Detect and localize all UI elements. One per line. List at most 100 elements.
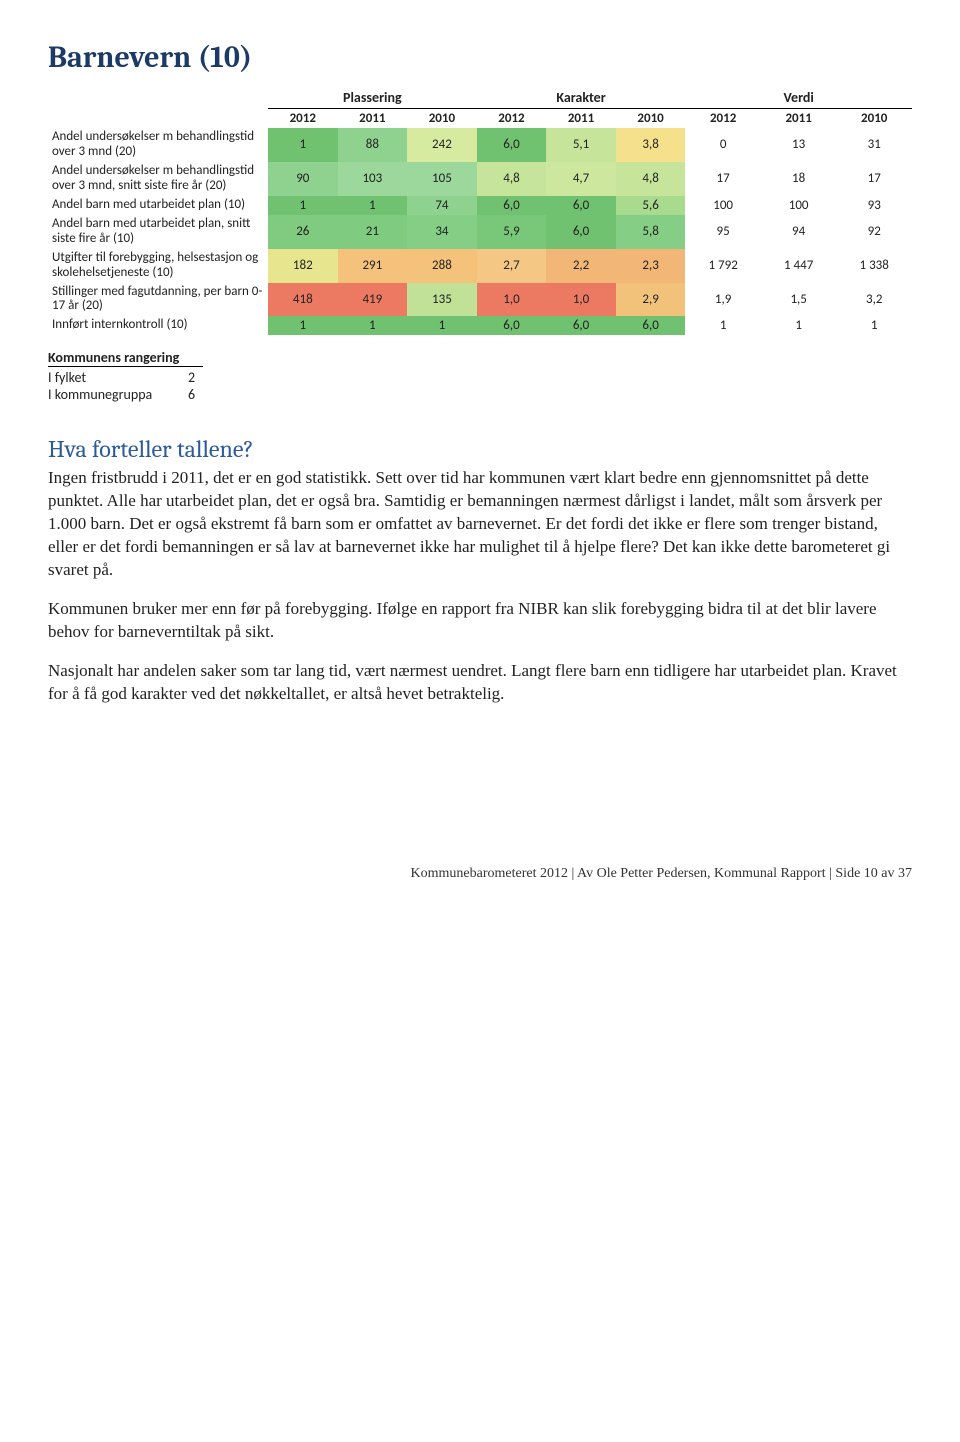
data-cell: 1 447 (761, 249, 837, 283)
data-cell: 2,7 (477, 249, 547, 283)
year-header: 2010 (616, 109, 686, 129)
analysis-paragraph: Nasjonalt har andelen saker som tar lang… (48, 660, 912, 706)
data-cell: 90 (268, 162, 338, 196)
data-cell: 1 (268, 128, 338, 162)
data-cell: 1 (268, 196, 338, 215)
ranking-label: I fylket (48, 369, 188, 386)
year-header: 2010 (836, 109, 912, 129)
ranking-value: 2 (188, 369, 195, 386)
data-cell: 4,7 (546, 162, 616, 196)
data-cell: 1 792 (685, 249, 761, 283)
data-cell: 1,0 (477, 283, 547, 317)
data-cell: 6,0 (546, 196, 616, 215)
group-header: Karakter (477, 87, 686, 109)
year-header: 2012 (477, 109, 547, 129)
data-cell: 17 (685, 162, 761, 196)
data-cell: 31 (836, 128, 912, 162)
data-cell: 6,0 (546, 215, 616, 249)
row-label: Andel barn med utarbeidet plan, snitt si… (48, 215, 268, 249)
data-cell: 1 338 (836, 249, 912, 283)
row-label: Innført internkontroll (10) (48, 316, 268, 335)
data-cell: 74 (407, 196, 477, 215)
data-cell: 0 (685, 128, 761, 162)
data-table: Plassering Karakter Verdi 20122011201020… (48, 87, 912, 335)
table-row: Stillinger med fagutdanning, per barn 0-… (48, 283, 912, 317)
year-header: 2011 (761, 109, 837, 129)
data-cell: 18 (761, 162, 837, 196)
page-footer: Kommunebarometeret 2012 | Av Ole Petter … (48, 866, 912, 882)
year-header: 2012 (685, 109, 761, 129)
data-cell: 135 (407, 283, 477, 317)
ranking-row: I kommunegruppa6 (48, 386, 912, 403)
data-cell: 94 (761, 215, 837, 249)
data-cell: 5,1 (546, 128, 616, 162)
year-header: 2010 (407, 109, 477, 129)
data-cell: 5,6 (616, 196, 686, 215)
data-cell: 2,9 (616, 283, 686, 317)
data-cell: 1 (836, 316, 912, 335)
data-cell: 3,8 (616, 128, 686, 162)
group-header: Verdi (685, 87, 912, 109)
data-cell: 1 (761, 316, 837, 335)
table-row: Andel undersøkelser m behandlingstid ove… (48, 162, 912, 196)
ranking-value: 6 (188, 386, 195, 403)
data-cell: 13 (761, 128, 837, 162)
ranking-label: I kommunegruppa (48, 386, 188, 403)
data-cell: 6,0 (477, 196, 547, 215)
data-cell: 105 (407, 162, 477, 196)
table-row: Andel undersøkelser m behandlingstid ove… (48, 128, 912, 162)
data-cell: 6,0 (546, 316, 616, 335)
group-header: Plassering (268, 87, 477, 109)
data-cell: 100 (761, 196, 837, 215)
data-cell: 6,0 (616, 316, 686, 335)
data-cell: 1,9 (685, 283, 761, 317)
ranking-row: I fylket2 (48, 369, 912, 386)
data-cell: 1 (268, 316, 338, 335)
data-cell: 17 (836, 162, 912, 196)
row-label: Andel barn med utarbeidet plan (10) (48, 196, 268, 215)
data-cell: 419 (338, 283, 408, 317)
table-year-header-row: 201220112010201220112010201220112010 (48, 109, 912, 129)
row-label: Andel undersøkelser m behandlingstid ove… (48, 128, 268, 162)
data-cell: 26 (268, 215, 338, 249)
data-cell: 2,2 (546, 249, 616, 283)
data-cell: 288 (407, 249, 477, 283)
data-cell: 242 (407, 128, 477, 162)
page-title: Barnevern (10) (48, 40, 912, 75)
data-cell: 88 (338, 128, 408, 162)
table-row: Andel barn med utarbeidet plan, snitt si… (48, 215, 912, 249)
data-cell: 103 (338, 162, 408, 196)
analysis-heading: Hva forteller tallene? (48, 435, 912, 463)
data-cell: 4,8 (616, 162, 686, 196)
analysis-paragraph: Kommunen bruker mer enn før på forebyggi… (48, 598, 912, 644)
data-cell: 6,0 (477, 316, 547, 335)
data-cell: 1,5 (761, 283, 837, 317)
ranking-heading: Kommunens rangering (48, 349, 203, 367)
data-cell: 1 (338, 316, 408, 335)
table-group-header-row: Plassering Karakter Verdi (48, 87, 912, 109)
data-cell: 93 (836, 196, 912, 215)
data-cell: 21 (338, 215, 408, 249)
data-cell: 1 (407, 316, 477, 335)
year-header: 2011 (546, 109, 616, 129)
data-cell: 34 (407, 215, 477, 249)
data-cell: 4,8 (477, 162, 547, 196)
data-cell: 6,0 (477, 128, 547, 162)
data-cell: 418 (268, 283, 338, 317)
data-cell: 1,0 (546, 283, 616, 317)
data-cell: 1 (338, 196, 408, 215)
data-cell: 182 (268, 249, 338, 283)
analysis-paragraph: Ingen fristbrudd i 2011, det er en god s… (48, 467, 912, 582)
year-header: 2012 (268, 109, 338, 129)
data-cell: 92 (836, 215, 912, 249)
data-cell: 3,2 (836, 283, 912, 317)
row-label: Stillinger med fagutdanning, per barn 0-… (48, 283, 268, 317)
data-cell: 5,9 (477, 215, 547, 249)
table-row: Innført internkontroll (10)1116,06,06,01… (48, 316, 912, 335)
data-cell: 291 (338, 249, 408, 283)
row-label: Andel undersøkelser m behandlingstid ove… (48, 162, 268, 196)
ranking-section: Kommunens rangering I fylket2I kommunegr… (48, 349, 912, 403)
data-cell: 100 (685, 196, 761, 215)
table-row: Utgifter til forebygging, helsestasjon o… (48, 249, 912, 283)
table-row: Andel barn med utarbeidet plan (10)11746… (48, 196, 912, 215)
